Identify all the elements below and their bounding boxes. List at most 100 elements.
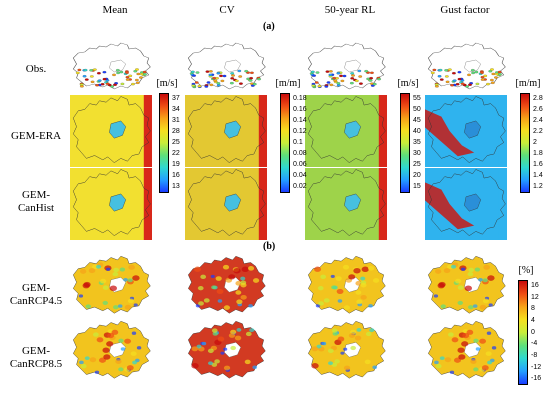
map-blob [102, 300, 108, 305]
map-blob [488, 303, 493, 307]
map-rl-model-1 [305, 95, 387, 167]
station-dot [317, 84, 322, 88]
colorbar-tick: 40 [413, 127, 421, 135]
map-blob [132, 275, 140, 281]
map-blob [350, 345, 356, 351]
colorbar-tick: 20 [413, 172, 421, 180]
map-blob [200, 274, 207, 279]
station-dot [434, 85, 439, 88]
station-dot [257, 77, 261, 81]
colorbar-tick: 35 [413, 139, 421, 146]
map-blob [355, 280, 362, 286]
station-dot [115, 69, 120, 72]
hudson-bay-outline [109, 59, 127, 73]
map-blob [348, 333, 356, 338]
station-dot [452, 79, 457, 82]
column-title-mean: Mean [102, 4, 128, 16]
map-blob [451, 264, 457, 269]
station-dot [89, 75, 94, 78]
station-dot [497, 70, 502, 74]
map-blob [96, 264, 102, 269]
map-blob [79, 269, 87, 274]
map-blob [83, 281, 91, 288]
station-dot [197, 84, 202, 88]
station-dot [252, 82, 257, 86]
station-dot [350, 72, 355, 75]
hudson-bay-outline [344, 59, 362, 73]
map-blob [113, 267, 120, 273]
colorbar-tick: 55 [413, 94, 421, 102]
map-blob [234, 335, 242, 341]
station-dot [229, 81, 234, 85]
map-blob [478, 277, 483, 282]
map-blob [245, 331, 252, 337]
colorbar-unit-cv: [m/m] [275, 78, 301, 89]
station-dot [206, 81, 211, 84]
station-dot [340, 79, 345, 83]
station-dot [468, 83, 472, 86]
station-dot [244, 69, 249, 73]
station-dot [457, 71, 462, 74]
map-blob [109, 285, 117, 292]
map-blob [321, 341, 327, 346]
map-blob [372, 278, 380, 283]
colorbar-tick: 0.04 [293, 172, 307, 180]
map-blob [217, 299, 223, 303]
station-dot [444, 69, 449, 72]
map-blob [317, 285, 324, 291]
map-blob [88, 268, 96, 274]
station-dot [451, 72, 456, 75]
station-dot [332, 76, 337, 80]
map-hot-region [425, 182, 475, 230]
hudson-bay [224, 120, 241, 139]
map-blob [356, 299, 363, 305]
map-blob [433, 294, 439, 298]
map-blob [230, 345, 236, 351]
station-dot [194, 81, 199, 84]
map-blob [191, 346, 199, 352]
map-blob [78, 294, 84, 298]
map-blob [364, 359, 371, 365]
colorbar-tick: 31 [172, 116, 180, 124]
map-blob [248, 304, 253, 308]
colorbar-tick: 0.14 [293, 116, 307, 124]
station-dot [351, 74, 355, 77]
map-blob [131, 331, 137, 335]
map-blob [491, 346, 497, 350]
map-outline [187, 42, 266, 90]
station-dot [457, 77, 462, 81]
map-mean-change-1 [73, 321, 151, 379]
colorbar-tick: 13 [172, 183, 180, 191]
map-blob [360, 276, 366, 281]
map-outline [428, 169, 506, 236]
station-dot [430, 71, 435, 75]
map-blob [462, 332, 470, 339]
station-dot [369, 76, 374, 80]
station-dot [208, 70, 213, 73]
map-gust-change-0 [428, 256, 506, 314]
colorbar-tick: 0.16 [293, 105, 307, 113]
hudson-bay [464, 120, 481, 139]
station-dot [102, 71, 107, 74]
colorbar-tick: 1.8 [533, 150, 543, 158]
map-gust-model-2 [425, 168, 507, 240]
map-blob [482, 298, 489, 304]
map-blob [368, 266, 375, 271]
map-blob [311, 346, 319, 352]
station-dot [369, 71, 374, 74]
map-outline [307, 42, 386, 90]
station-dot [444, 75, 449, 78]
map-blob [94, 370, 100, 374]
map-blob [124, 304, 132, 310]
map-blob [103, 354, 111, 360]
map-blob [327, 348, 334, 354]
map-blob [336, 288, 344, 295]
station-dot [494, 76, 498, 79]
station-dot [432, 68, 437, 72]
map-blob [454, 357, 461, 363]
station-dot [220, 79, 225, 83]
station-dot [357, 69, 362, 73]
map-blob [468, 305, 474, 310]
map-blob [223, 305, 231, 310]
map-gust-obs-0 [427, 42, 506, 90]
